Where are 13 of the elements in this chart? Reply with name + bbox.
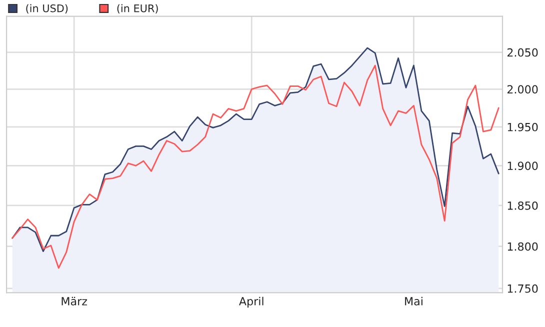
x-tick-label: April bbox=[239, 296, 264, 308]
legend-label: (in EUR) bbox=[117, 4, 158, 14]
x-tick-label: März bbox=[62, 296, 87, 306]
y-tick-label: 1.900 bbox=[508, 162, 538, 170]
y-tick-label: 1.800 bbox=[508, 242, 538, 251]
y-tick-label: 1.950 bbox=[508, 122, 538, 132]
y-tick-label: 2.000 bbox=[507, 85, 538, 94]
y-tick-label: 1.850 bbox=[508, 201, 538, 210]
x-tick-label: Mai bbox=[405, 296, 422, 306]
line-series bbox=[12, 64, 500, 269]
legend-label: (in USD) bbox=[26, 4, 68, 14]
y-tick-label: 1.750 bbox=[508, 284, 538, 293]
y-tick-label: 2.050 bbox=[507, 48, 538, 57]
